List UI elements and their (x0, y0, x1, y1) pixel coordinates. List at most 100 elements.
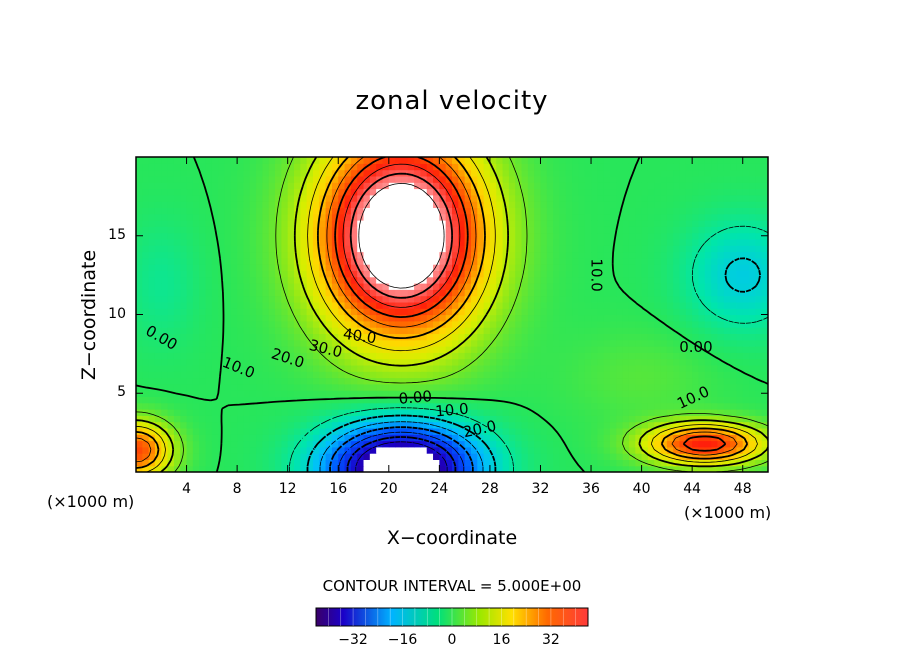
heatmap-cell (534, 207, 542, 215)
heatmap-cell (363, 182, 371, 190)
heatmap-cell (249, 434, 257, 442)
heatmap-cell (148, 207, 156, 215)
heatmap-cell (186, 383, 194, 391)
heatmap-cell (679, 238, 687, 246)
heatmap-cell (420, 358, 428, 366)
heatmap-cell (723, 289, 731, 297)
heatmap-cell (483, 440, 491, 448)
heatmap-cell (755, 346, 763, 353)
heatmap-cell (312, 409, 320, 416)
heatmap-cell (237, 270, 245, 278)
heatmap-cell (565, 163, 573, 171)
heatmap-cell (755, 238, 763, 246)
heatmap-cell (591, 251, 598, 259)
heatmap-cell (749, 182, 756, 190)
heatmap-cell (597, 301, 605, 309)
heatmap-cell (622, 257, 630, 265)
heatmap-cell (654, 220, 662, 227)
heatmap-cell (388, 459, 396, 467)
heatmap-cell (477, 157, 485, 164)
heatmap-cell (319, 283, 327, 290)
heatmap-cell (205, 371, 213, 379)
heatmap-cell (218, 188, 226, 196)
heatmap-cell (635, 440, 643, 448)
heatmap-cell (597, 465, 605, 472)
heatmap-cell (654, 358, 662, 366)
heatmap-cell (679, 213, 687, 221)
heatmap-cell (622, 421, 630, 429)
heatmap-cell (660, 157, 668, 164)
heatmap-cell (142, 157, 150, 164)
heatmap-cell (679, 314, 687, 322)
heatmap-cell (433, 182, 440, 190)
heatmap-cell (711, 232, 719, 240)
heatmap-cell (489, 169, 497, 177)
heatmap-cell (154, 207, 162, 215)
heatmap-cell (698, 245, 706, 253)
heatmap-cell (306, 377, 314, 385)
heatmap-cell (325, 251, 333, 259)
heatmap-cell (136, 163, 143, 171)
heatmap-cell (262, 283, 270, 290)
heatmap-cell (597, 295, 605, 303)
heatmap-cell (325, 238, 333, 246)
heatmap-cell (755, 207, 763, 215)
heatmap-cell (755, 459, 763, 467)
heatmap-cell (376, 232, 384, 240)
heatmap-cell (148, 169, 156, 177)
heatmap-cell (489, 364, 497, 372)
heatmap-cell (515, 396, 523, 404)
heatmap-cell (730, 245, 737, 253)
heatmap-cell (186, 264, 194, 271)
heatmap-cell (294, 409, 301, 416)
heatmap-cell (433, 421, 440, 429)
heatmap-cell (723, 415, 731, 423)
heatmap-cell (527, 390, 535, 397)
heatmap-cell (136, 175, 143, 183)
heatmap-cell (268, 308, 276, 316)
heatmap-cell (458, 245, 466, 253)
heatmap-cell (692, 396, 700, 404)
heatmap-cell (572, 364, 579, 372)
heatmap-cell (603, 358, 611, 366)
heatmap-cell (407, 232, 415, 240)
heatmap-cell (572, 390, 579, 397)
heatmap-cell (395, 427, 403, 435)
heatmap-cell (338, 169, 346, 177)
heatmap-cell (622, 226, 630, 234)
heatmap-cell (401, 333, 409, 341)
heatmap-cell (401, 220, 409, 227)
heatmap-cell (369, 226, 377, 234)
heatmap-cell (502, 440, 510, 448)
heatmap-cell (527, 207, 535, 215)
heatmap-cell (237, 346, 245, 353)
heatmap-cell (597, 383, 605, 391)
heatmap-cell (534, 232, 542, 240)
heatmap-cell (331, 213, 339, 221)
heatmap-cell (287, 283, 295, 290)
heatmap-cell (477, 289, 485, 297)
heatmap-cell (572, 402, 579, 410)
heatmap-cell (742, 434, 750, 442)
heatmap-cell (698, 314, 706, 322)
heatmap-cell (704, 213, 712, 221)
heatmap-cell (685, 352, 693, 360)
heatmap-cell (205, 270, 213, 278)
heatmap-cell (736, 188, 744, 196)
heatmap-cell (224, 270, 232, 278)
heatmap-cell (401, 175, 409, 183)
heatmap-cell (445, 188, 453, 196)
heatmap-cell (426, 251, 434, 259)
heatmap-cell (515, 157, 523, 164)
heatmap-cell (338, 465, 346, 472)
heatmap-cell (597, 339, 605, 347)
heatmap-cell (287, 163, 295, 171)
heatmap-cell (572, 194, 579, 202)
heatmap-cell (211, 383, 219, 391)
heatmap-cell (711, 264, 719, 271)
heatmap-cell (154, 301, 162, 309)
heatmap-cell (205, 434, 213, 442)
heatmap-cell (433, 270, 440, 278)
heatmap-cell (647, 421, 655, 429)
heatmap-cell (565, 415, 573, 423)
